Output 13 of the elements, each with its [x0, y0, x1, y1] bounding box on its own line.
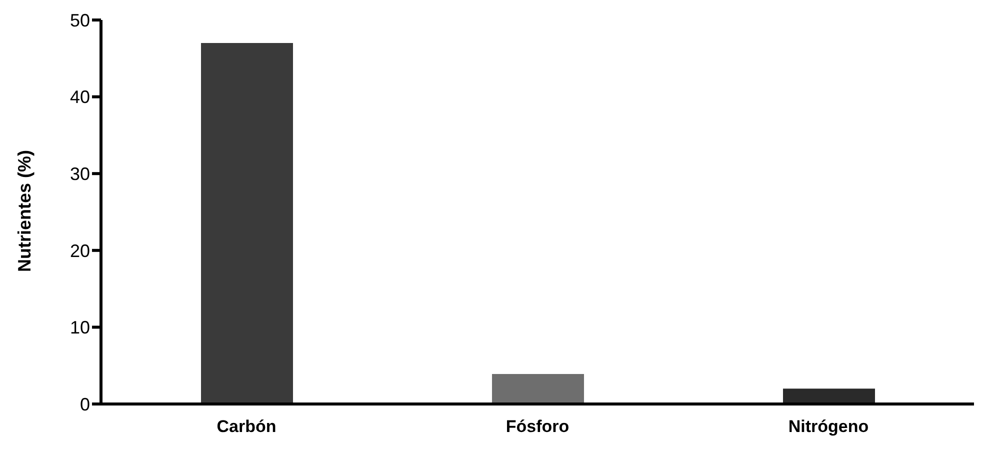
y-tick-label: 30	[70, 164, 90, 184]
y-tick-label: 0	[80, 394, 90, 414]
y-axis-title: Nutrientes (%)	[14, 150, 34, 272]
bar	[201, 43, 293, 404]
x-tick-label: Carbón	[216, 417, 276, 436]
y-tick-label: 20	[70, 240, 90, 261]
y-tick-label: 10	[70, 318, 90, 338]
x-tick-label: Fósforo	[506, 417, 570, 436]
x-tick-label: Nitrógeno	[788, 417, 869, 436]
y-tick-label: 50	[70, 10, 90, 30]
y-tick-label: 40	[70, 87, 90, 108]
bar	[783, 388, 875, 404]
bar	[492, 374, 584, 404]
